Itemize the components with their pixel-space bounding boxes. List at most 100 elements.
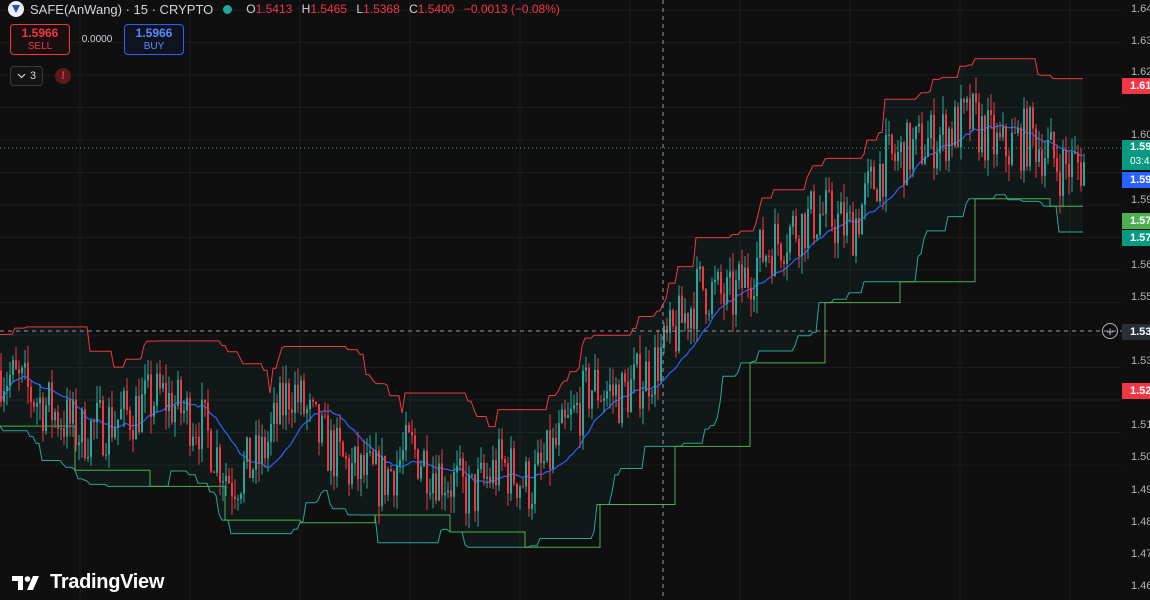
close-value: 1.5400 [417,2,455,16]
candle [210,428,212,474]
candle [849,205,851,223]
candle [519,484,521,510]
candle [204,399,206,417]
candle-body [471,474,473,476]
candle [486,462,488,489]
tradingview-logo-text: TradingView [50,571,165,593]
candle-body [579,402,581,436]
warning-icon[interactable]: ! [55,68,72,84]
tradingview-logo[interactable]: TradingView [12,571,164,594]
candle [333,424,335,490]
candle [348,454,350,497]
candle-body [345,456,347,459]
candle [711,277,713,319]
candle [828,177,830,194]
candle [27,345,29,404]
candle [540,438,542,480]
candle-body [1017,127,1019,133]
candle [300,375,302,416]
candle-body [240,493,242,499]
candle-body [1059,171,1061,197]
price-axis-label: 1.63 [1131,35,1150,47]
candle-body [663,325,665,348]
indicators-count: 3 [30,70,37,82]
candle [567,402,569,419]
candle [900,135,902,169]
candle [57,405,59,437]
candle [1002,112,1004,142]
candle [885,118,887,213]
symbol-title[interactable]: SAFE(AnWang) · 15 · CRYPTO [30,1,214,17]
candle-body [12,360,14,375]
candle-body [69,399,71,424]
price-axis-label: 1.47 [1131,548,1150,560]
candle-body [114,427,116,438]
candle-body [633,364,635,380]
candle-body [93,421,95,423]
candle-body [489,476,491,484]
candle-body [549,430,551,469]
candle-body [372,451,374,464]
candle-body [402,450,404,460]
candle-body [225,475,227,482]
candle-body [483,462,485,479]
candle [921,111,923,166]
candle-body [741,264,743,288]
candle-body [711,282,713,314]
candle [687,312,689,341]
indicators-toggle-button[interactable]: 3 [10,66,44,86]
candle [267,431,269,472]
sell-button[interactable]: 1.5966 SELL [10,24,70,55]
candle-body [861,204,863,235]
candle-body [567,415,569,418]
candle-body [936,152,938,169]
candle-body [531,503,533,509]
candle [240,492,242,504]
buy-button[interactable]: 1.5966 BUY [124,24,184,55]
candle [615,377,617,408]
candle-body [63,428,65,437]
candle [543,443,545,469]
price-axis-label: 1.49 [1131,484,1150,496]
candle [474,473,476,522]
candle [510,436,512,501]
candle-body [720,272,722,294]
candle-body [336,427,338,477]
candle-body [1068,163,1070,177]
candle-body [105,454,107,456]
candle-body [594,369,596,391]
candle-body [669,310,671,334]
candle [246,436,248,470]
candle [717,268,719,285]
candle-body [423,451,425,467]
candle-body [786,252,788,264]
candle-body [219,447,221,483]
candle-body [762,229,764,262]
candle-body [903,142,905,186]
candle [987,97,989,176]
candle-body [558,423,560,446]
candle-body [768,255,770,257]
candle-body [1026,108,1028,167]
candle [96,386,98,439]
candle-body [294,384,296,413]
candle-body [798,238,800,257]
candle [873,159,875,190]
candle [423,448,425,468]
candle [489,467,491,488]
candle [216,429,218,477]
candle [618,379,620,424]
candle-body [726,277,728,304]
candle-body [66,399,68,437]
candle [666,317,668,342]
candle [18,360,20,391]
add-alert-plus-icon[interactable]: + [1102,323,1118,339]
candle-body [990,110,992,115]
candle-body [39,397,41,404]
candle [723,283,725,321]
candle-body [408,425,410,433]
candle-body [1080,162,1082,186]
candle-body [492,460,494,484]
candle [330,419,332,485]
